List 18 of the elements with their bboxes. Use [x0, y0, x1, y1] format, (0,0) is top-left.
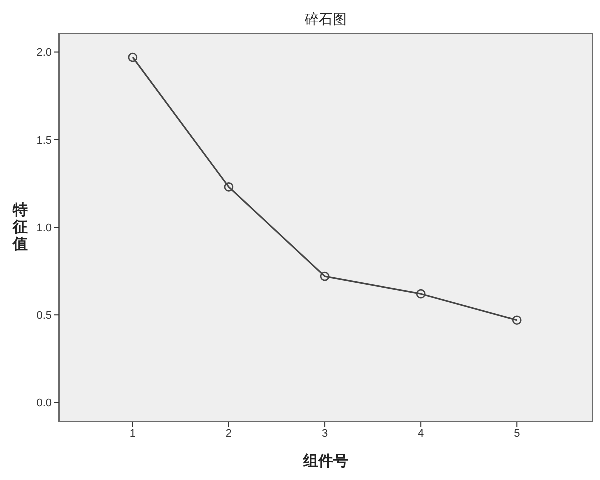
y-tick-label: 1.5: [36, 134, 52, 147]
point: [224, 182, 234, 192]
point: [416, 289, 426, 299]
x-tick-label: 2: [226, 428, 232, 440]
x-tick-label: 5: [514, 428, 520, 440]
y-tick-label: 2.0: [36, 47, 52, 60]
x-tick-label: 3: [322, 428, 328, 440]
y-axis-title: 特征值: [13, 200, 28, 252]
point: [128, 52, 138, 62]
chart-title: 碎石图: [305, 11, 347, 29]
point: [320, 272, 330, 282]
y-tick-label: 0.0: [36, 398, 52, 410]
x-tick-label: 1: [130, 428, 136, 440]
x-tick-label: 4: [418, 428, 424, 440]
point: [512, 316, 522, 326]
y-tick-label: 1.0: [36, 222, 52, 234]
x-axis-title: 组件号: [304, 452, 348, 471]
y-tick-label: 0.5: [36, 310, 52, 322]
